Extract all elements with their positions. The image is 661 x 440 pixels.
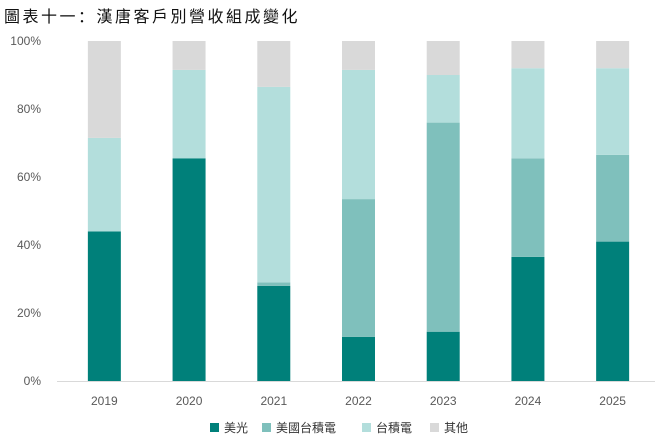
legend-label-1: 美國台積電	[276, 420, 336, 435]
legend-label-3: 其他	[444, 421, 468, 435]
bar-segment-2023-series-1	[426, 122, 460, 332]
legend-swatch-3	[430, 423, 439, 432]
y-tick-label: 20%	[17, 306, 41, 320]
bar-segment-2021-series-3	[257, 41, 291, 87]
bar-segment-2022-series-1	[342, 199, 375, 337]
bar-segment-2022-series-2	[342, 69, 375, 200]
bar-segment-2020-series-3	[172, 41, 206, 70]
x-tick-label: 2022	[345, 394, 372, 408]
bar-segment-2025-series-0	[596, 241, 630, 381]
y-tick-label: 40%	[17, 238, 41, 252]
x-tick-label: 2023	[430, 394, 457, 408]
bars-group	[87, 41, 630, 381]
bar-segment-2022-series-0	[342, 336, 375, 381]
y-axis-ticks: 0% 20% 40% 60% 80% 100%	[10, 34, 41, 388]
bar-segment-2020-series-0	[172, 158, 206, 381]
bar-segment-2021-series-0	[257, 285, 291, 381]
bar-segment-2024-series-2	[511, 68, 545, 159]
legend-label-0: 美光	[224, 421, 248, 435]
bar-segment-2021-series-2	[257, 86, 291, 283]
bar-segment-2024-series-1	[511, 158, 545, 257]
legend-label-2: 台積電	[376, 420, 412, 435]
bar-segment-2025-series-2	[596, 68, 630, 155]
x-tick-label: 2025	[599, 394, 626, 408]
y-tick-label: 100%	[10, 34, 41, 48]
x-axis-ticks: 2019 2020 2021 2022 2023 2024 2025	[91, 394, 626, 408]
x-tick-label: 2021	[260, 394, 287, 408]
legend-swatch-2	[362, 423, 371, 432]
bar-segment-2019-series-3	[87, 41, 121, 138]
bar-segment-2025-series-1	[596, 154, 630, 242]
bar-segment-2023-series-3	[426, 41, 460, 75]
legend: 美光 美國台積電 台積電 其他	[210, 420, 468, 435]
y-tick-label: 60%	[17, 170, 41, 184]
bar-segment-2019-series-0	[87, 231, 121, 381]
x-tick-label: 2020	[176, 394, 203, 408]
chart-title: 圖表十一：漢唐客戶別營收組成變化	[4, 7, 301, 26]
bar-segment-2024-series-0	[511, 256, 545, 381]
y-tick-label: 0%	[24, 374, 42, 388]
legend-swatch-1	[262, 423, 271, 432]
bar-segment-2023-series-2	[426, 75, 460, 123]
bar-segment-2021-series-1	[257, 282, 291, 286]
bar-segment-2025-series-3	[596, 41, 630, 69]
bar-segment-2020-series-2	[172, 69, 206, 159]
bar-segment-2019-series-2	[87, 137, 121, 232]
bar-segment-2022-series-3	[342, 41, 375, 70]
bar-segment-2023-series-0	[426, 331, 460, 381]
bar-segment-2024-series-3	[511, 41, 545, 69]
y-tick-label: 80%	[17, 102, 41, 116]
x-tick-label: 2019	[91, 394, 118, 408]
legend-swatch-0	[210, 423, 219, 432]
x-tick-label: 2024	[515, 394, 542, 408]
